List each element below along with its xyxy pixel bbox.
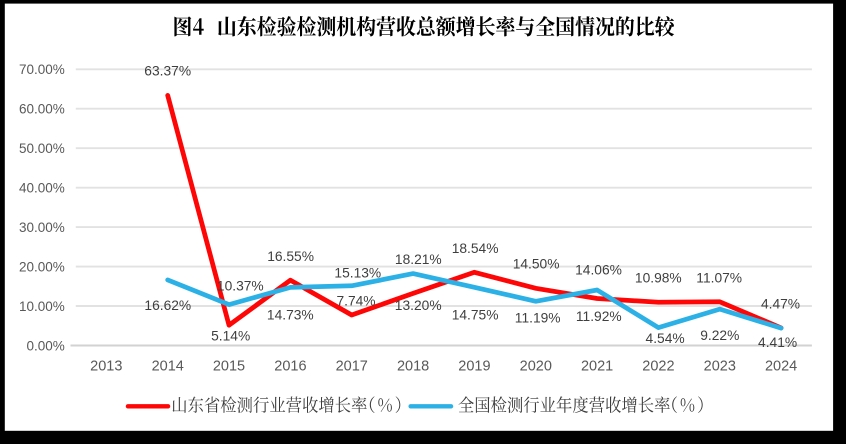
svg-text:7.74%: 7.74% [336,294,375,309]
svg-text:2013: 2013 [90,359,122,375]
svg-text:16.55%: 16.55% [267,249,314,264]
svg-text:2024: 2024 [765,359,797,375]
svg-text:2017: 2017 [336,359,368,375]
svg-text:2020: 2020 [520,359,552,375]
svg-text:2023: 2023 [704,359,736,375]
svg-text:14.73%: 14.73% [267,308,314,323]
svg-text:60.00%: 60.00% [19,102,65,117]
svg-text:20.00%: 20.00% [19,260,65,275]
svg-text:11.19%: 11.19% [515,311,561,326]
svg-text:4.54%: 4.54% [646,331,685,346]
svg-text:15.13%: 15.13% [334,266,381,281]
svg-text:18.54%: 18.54% [452,241,499,256]
svg-text:2018: 2018 [397,359,429,375]
svg-text:14.50%: 14.50% [513,257,560,272]
svg-text:14.75%: 14.75% [452,308,499,323]
svg-text:14.06%: 14.06% [575,263,622,278]
svg-text:10.37%: 10.37% [217,279,264,294]
svg-text:5.14%: 5.14% [211,328,250,343]
svg-text:2019: 2019 [458,359,490,375]
svg-text:13.20%: 13.20% [395,298,442,313]
svg-text:2015: 2015 [213,359,245,375]
svg-text:2021: 2021 [581,359,613,375]
svg-text:0.00%: 0.00% [27,338,65,353]
svg-text:2016: 2016 [274,359,306,375]
svg-text:11.92%: 11.92% [576,309,622,324]
svg-text:4.41%: 4.41% [758,335,797,350]
svg-text:16.62%: 16.62% [144,298,191,313]
svg-text:50.00%: 50.00% [19,141,65,156]
svg-text:40.00%: 40.00% [19,181,65,196]
svg-text:11.07%: 11.07% [696,271,742,286]
svg-text:2014: 2014 [152,359,184,375]
svg-text:10.98%: 10.98% [635,271,682,286]
svg-text:18.21%: 18.21% [395,252,442,267]
svg-text:10.00%: 10.00% [19,299,65,314]
svg-text:9.22%: 9.22% [700,328,739,343]
svg-text:30.00%: 30.00% [19,220,65,235]
svg-text:4.47%: 4.47% [761,297,800,312]
svg-text:70.00%: 70.00% [19,62,65,77]
svg-text:63.37%: 63.37% [144,63,191,78]
svg-text:2022: 2022 [642,359,674,375]
